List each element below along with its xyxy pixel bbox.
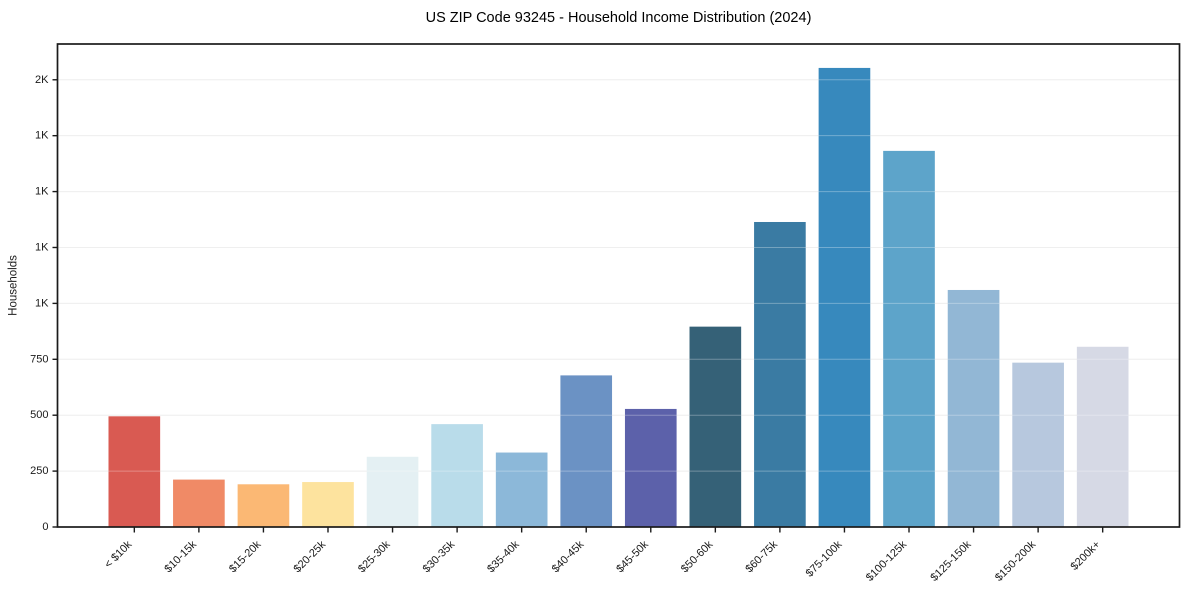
y-tick-label: 1K [35,186,49,198]
income-bar [237,484,290,527]
income-bar [818,67,871,527]
x-tick-label: $10-15k [162,538,199,575]
x-tick-label: $125-150k [928,538,974,584]
x-tick-label: $30-35k [421,538,458,575]
income-bar [366,456,419,527]
x-tick-label: $35-40k [485,538,522,575]
y-tick-label: 2K [35,74,49,86]
income-bar [883,150,935,527]
income-bar [108,416,161,527]
y-tick-label: 500 [30,409,48,421]
gridlines-overlay-layer [57,79,1180,472]
y-tick-label: 1K [35,297,49,309]
income-bar [1012,362,1064,527]
x-tick-label: < $10k [102,538,134,570]
y-tick-label: 1K [35,241,49,253]
income-bar [560,375,613,527]
x-tick-label: $60-75k [743,538,780,575]
income-bar [1076,346,1129,527]
y-tick-label: 750 [30,353,48,365]
bars-layer [108,67,1129,527]
y-tick-label: 250 [30,465,48,477]
income-bar [624,408,677,527]
income-bar [495,452,548,527]
x-tick-label: $25-30k [356,538,393,575]
income-bar [689,326,742,527]
plot-border [56,43,1181,528]
x-tick-label: $100-125k [864,538,910,584]
x-tick-label: $45-50k [614,538,651,575]
income-bar [947,289,1000,527]
x-tick-label: $200k+ [1069,539,1103,573]
income-bar [302,482,354,527]
income-bar [173,479,225,527]
income-bar [431,424,483,527]
chart-title: US ZIP Code 93245 - Household Income Dis… [426,10,812,26]
y-axis-label: Households [8,255,20,316]
gridlines-layer [57,79,1180,472]
income-bar [754,221,806,527]
x-tick-label: $75-100k [804,538,845,579]
x-tick-label: $150-200k [993,538,1039,584]
x-tick-label: $15-20k [227,538,264,575]
y-tick-label: 1K [35,130,49,142]
axes-layer [52,43,1181,533]
x-tick-label: $20-25k [292,538,329,575]
y-tick-label: 0 [42,521,48,533]
x-tick-label: $40-45k [550,538,587,575]
x-tick-label: $50-60k [679,538,716,575]
